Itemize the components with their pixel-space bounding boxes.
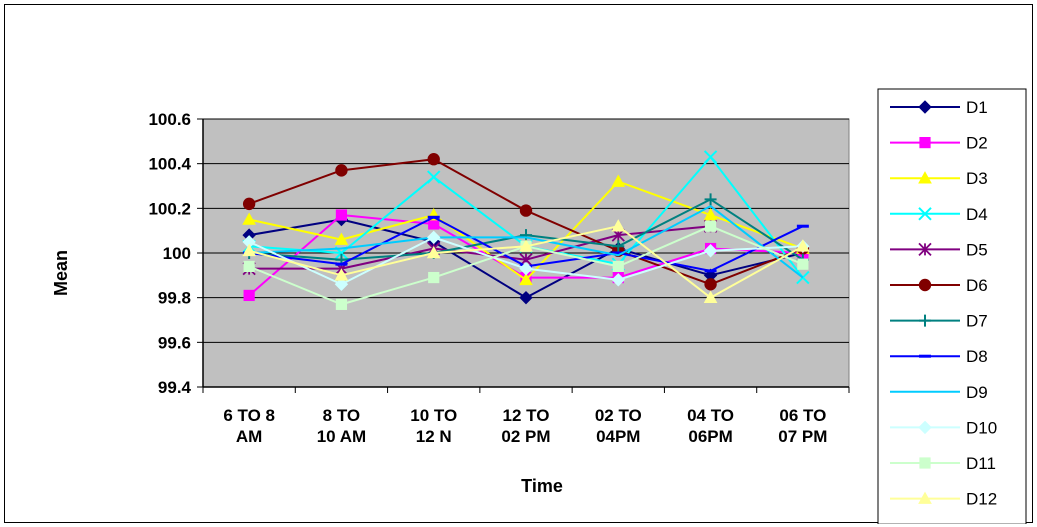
data-point-d2 [335,209,348,221]
data-point-d3 [242,212,256,225]
legend-entry-d8: D8 [890,347,988,366]
y-tick-label: 99.8 [158,289,191,308]
series-line-d9 [249,205,804,279]
legend-label: D8 [966,347,988,366]
data-point-d12 [796,239,810,252]
legend-entry-d3: D3 [890,169,988,188]
chart-frame: 99.4 99.6 99.8 100 100.2 100.4 100.6 6 TO 8 AM 8 … [4,4,1033,524]
data-point-d1 [519,290,533,305]
x-axis-title: Time [521,476,563,496]
y-tick-label: 99.6 [158,333,191,352]
x-tick-label: 06 TO 07 PM [778,406,827,446]
x-tick-label: 6 TO 8 AM [223,406,275,446]
legend-marker [918,171,932,184]
data-point-d12 [334,268,349,281]
legend-label: D1 [966,98,988,117]
data-point-d12 [703,290,718,303]
legend-marker [919,314,931,327]
data-point-d6 [427,153,440,166]
data-point-d11 [797,258,809,270]
legend-label: D2 [966,134,988,153]
data-point-d3 [519,272,533,286]
legend-label: D9 [966,383,988,402]
legend-entry-d7: D7 [890,312,988,331]
data-point-d7 [520,229,532,242]
data-point-d6 [242,197,256,211]
legend-label: D10 [966,418,997,437]
series-line-d5 [249,225,711,270]
y-tick-label: 99.4 [158,378,192,397]
data-point-d10 [611,273,625,287]
data-point-d3 [703,208,718,221]
legend-marker [918,207,932,221]
legend-marker [919,137,931,149]
legend-label: D5 [966,240,988,259]
legend-entry-d4: D4 [890,205,988,224]
data-point-d4 [703,150,718,164]
legend-label: D4 [966,205,988,224]
data-point-d11 [612,260,624,272]
legend-entry-d1: D1 [890,98,988,117]
legend-label: D12 [966,490,997,509]
legend-entry-d2: D2 [890,134,988,153]
y-tick-label: 100 [163,244,191,263]
data-point-d11 [704,220,717,232]
legend-marker [918,491,932,504]
x-tick-label: 04 TO 06PM [687,406,734,446]
data-point-d12 [242,243,256,257]
y-axis-title: Mean [51,250,71,296]
data-point-d10 [427,230,441,245]
y-tick-label: 100.4 [148,155,191,174]
data-point-d6 [519,204,533,217]
legend-label: D3 [966,169,988,188]
legend-entry-d6: D6 [890,276,988,295]
data-point-d7 [704,193,717,206]
legend-entry-d9: D9 [890,383,988,402]
legend-marker [918,100,932,114]
legend-entry-d12: D12 [890,490,997,509]
data-point-d12 [426,245,441,259]
data-point-d10 [703,244,718,258]
y-tick-label: 100.2 [148,199,191,218]
legend-label: D6 [966,276,988,295]
series-d12 [242,219,810,303]
data-point-d4 [427,170,441,184]
series-d10 [242,230,810,291]
series-group [242,150,810,310]
data-point-d12 [519,239,533,252]
legend-entry-d5: D5 [890,240,988,259]
data-point-d11 [243,260,255,272]
legend-marker [919,457,931,469]
x-tick-label: 02 TO 04PM [595,406,642,446]
data-point-d11 [428,271,440,284]
data-point-d10 [519,261,533,276]
line-chart: 99.4 99.6 99.8 100 100.2 100.4 100.6 6 TO 8 AM 8 … [51,88,1027,524]
x-tick-label: 12 TO 02 PM [501,406,550,446]
data-point-d2 [243,289,255,302]
legend-entry-d11: D11 [890,454,996,473]
legend-label: D7 [966,312,988,331]
series-d6 [242,153,810,291]
legend-marker [918,278,932,292]
data-point-d11 [335,298,348,310]
series-d9 [249,205,804,279]
data-point-d10 [334,277,349,291]
legend-marker [918,420,932,435]
data-point-d3 [611,174,626,187]
x-tick-label: 10 TO 12 N [410,406,457,446]
legend-box [877,88,1027,524]
data-point-d6 [704,278,717,291]
legend-entry-d10: D10 [890,418,997,437]
data-point-d12 [611,219,626,232]
legend-label: D11 [966,454,996,473]
y-tick-label: 100.6 [148,110,191,129]
legend-marker [918,242,932,257]
legend: D1 D2 D3 D4 D5 D6 D7 D8 D9 D10 D11 D12 [877,88,1027,524]
axes: 99.4 99.6 99.8 100 100.2 100.4 100.6 6 TO 8 AM 8 … [148,110,850,446]
data-point-d3 [334,232,349,245]
x-tick-label: 8 TO 10 AM [317,406,366,446]
data-point-d6 [335,164,348,177]
data-point-d7 [612,240,625,253]
data-point-d2 [428,218,440,230]
